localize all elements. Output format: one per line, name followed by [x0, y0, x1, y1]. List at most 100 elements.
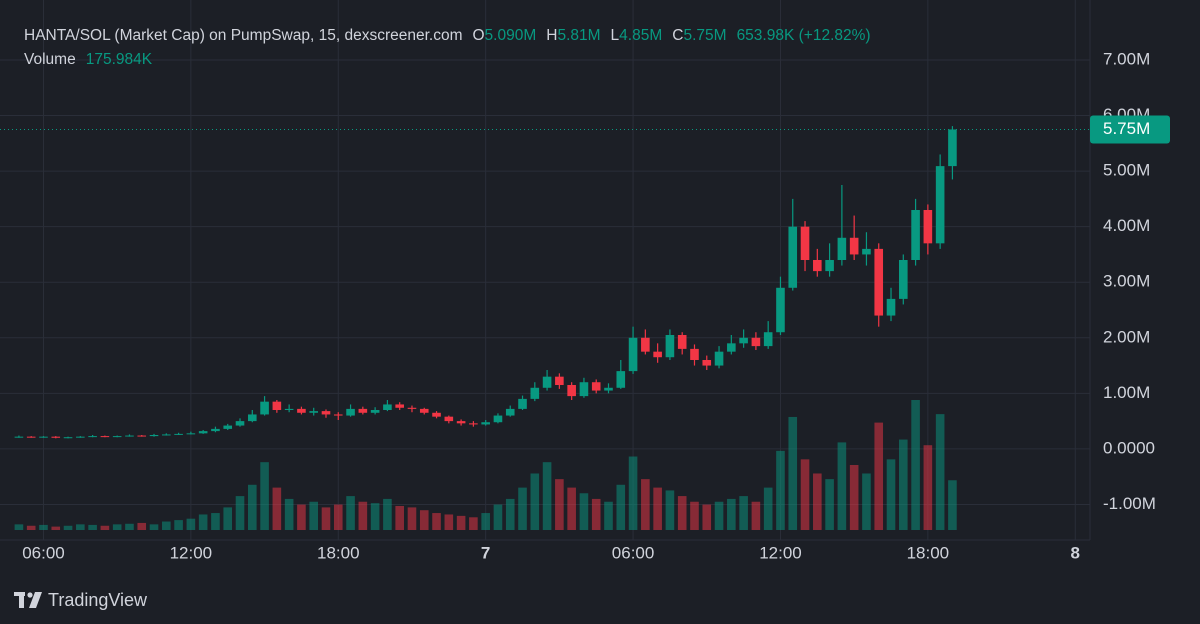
candle-body [174, 433, 183, 435]
candle-body [505, 408, 515, 416]
volume-bar [518, 487, 527, 530]
volume-bar [186, 518, 196, 530]
volume-bar [530, 473, 540, 530]
candle-body [383, 404, 392, 410]
candle-body [493, 415, 503, 423]
candle-body [346, 408, 355, 416]
y-tick-label: -1.00M [1103, 494, 1156, 513]
candle-body [813, 260, 822, 272]
candle-body [149, 435, 159, 437]
candle-body [26, 436, 36, 438]
candle-body [272, 401, 282, 410]
close-key: C [672, 27, 683, 44]
volume-legend: Volume 175.984K [24, 51, 153, 68]
candle-body [825, 260, 834, 272]
volume-key: Volume [24, 51, 76, 68]
volume-bar [211, 513, 220, 530]
volume-bar [174, 520, 183, 530]
last-price-label: 5.75M [1103, 119, 1150, 138]
candle-body [137, 435, 147, 437]
volume-bar [223, 507, 233, 530]
volume-bar [813, 473, 822, 530]
candle-body [88, 436, 97, 438]
volume-bar [284, 498, 294, 530]
volume-value: 175.984K [86, 51, 153, 68]
y-tick-label: 3.00M [1103, 272, 1150, 291]
volume-bar [702, 504, 712, 530]
y-tick-label: 5.00M [1103, 161, 1150, 180]
volume-bar [137, 522, 147, 530]
last-price-badge [1090, 115, 1170, 144]
candle-body [444, 416, 454, 422]
volume-bar [763, 487, 773, 530]
volume-bar [935, 414, 945, 530]
grid [0, 0, 1090, 540]
candle-body [714, 351, 724, 366]
candle-body [419, 408, 429, 413]
candle-body [260, 401, 269, 415]
volume-bar [591, 498, 601, 530]
volume-bar [481, 513, 490, 530]
volume-bar [112, 524, 122, 530]
candle-body [776, 287, 785, 333]
candle-body [677, 335, 687, 349]
open-value: 5.090M [485, 27, 537, 44]
volume-bar [616, 484, 626, 530]
candle-body [763, 332, 773, 347]
low-value: 4.85M [619, 27, 662, 44]
volume-bar [149, 524, 159, 530]
volume-bar [800, 459, 810, 530]
change: 653.98K (+12.82%) [737, 27, 871, 44]
candle-body [751, 337, 761, 347]
volume-bar [579, 493, 589, 530]
candle-body [432, 412, 441, 417]
volume-bar [776, 450, 785, 530]
candle-body [641, 337, 650, 352]
volume-bar [419, 510, 429, 530]
candle-body [358, 408, 368, 413]
y-tick-label: 1.00M [1103, 383, 1150, 402]
volume-bar [260, 462, 269, 530]
volume-bar [690, 501, 699, 530]
volume-bar [714, 501, 724, 530]
volume-bar [88, 524, 97, 530]
candles [14, 126, 957, 439]
volume-bar [444, 514, 454, 530]
candle-body [518, 398, 527, 409]
volume-pane [14, 400, 957, 530]
candle-body [923, 210, 933, 244]
high-value: 5.81M [557, 27, 600, 44]
volume-bar [125, 523, 134, 530]
volume-bar [100, 525, 110, 530]
candle-body [297, 408, 306, 413]
candle-body [125, 435, 134, 437]
candle-body [321, 411, 331, 415]
x-tick-label: 7 [481, 543, 490, 562]
volume-bar [665, 490, 675, 530]
brand-logo [14, 592, 42, 608]
candle-body [567, 385, 576, 397]
candle-body [112, 436, 122, 438]
candle-body [100, 436, 110, 438]
candle-body [407, 407, 417, 409]
high-key: H [546, 27, 557, 44]
candle-body [51, 436, 61, 438]
x-tick-label: 8 [1071, 543, 1080, 562]
candle-body [886, 298, 896, 316]
candle-body [849, 237, 859, 255]
x-tick-label: 18:00 [907, 543, 950, 562]
volume-bar [825, 479, 834, 530]
volume-bar [911, 400, 920, 530]
y-tick-label: 4.00M [1103, 216, 1150, 235]
low-key: L [611, 27, 620, 44]
candle-body [591, 382, 601, 391]
y-tick-label: 0.0000 [1103, 438, 1155, 457]
volume-bar [456, 515, 466, 530]
volume-bar [469, 517, 478, 530]
volume-bar [383, 498, 392, 530]
volume-bar [567, 487, 576, 530]
volume-bar [628, 456, 638, 530]
volume-bar [14, 524, 24, 530]
candle-body [39, 436, 48, 438]
